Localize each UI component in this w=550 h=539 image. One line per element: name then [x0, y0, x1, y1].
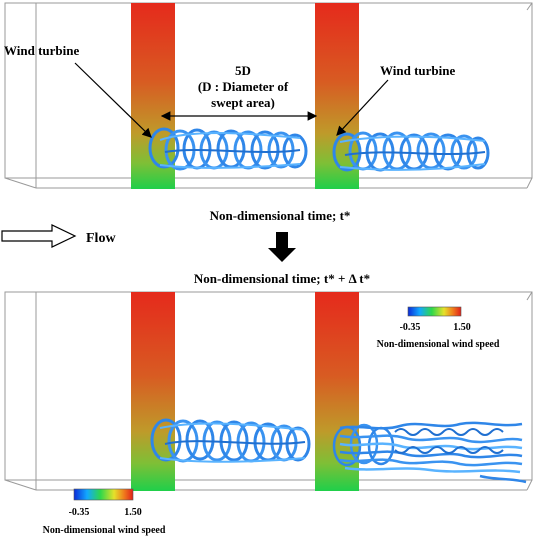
- corner-colorbar-title: Non-dimensional wind speed: [43, 525, 166, 536]
- left-turbine-pointer: [74, 62, 152, 138]
- bottom-left-turbine-plate: [131, 292, 175, 491]
- top-left-vortex-wake: [148, 127, 308, 171]
- inset-colorbar-min-label: -0.35: [400, 322, 421, 333]
- corner-colorbar-min-label: -0.35: [69, 507, 90, 518]
- corner-colorbar-gradient: [73, 488, 134, 501]
- flow-label: Flow: [86, 231, 116, 246]
- inset-colorbar: -0.35 1.50 Non-dimensional wind speed: [377, 306, 500, 350]
- inset-colorbar-title: Non-dimensional wind speed: [377, 339, 500, 350]
- top-domain-box: [4, 2, 533, 189]
- right-turbine-pointer: [336, 79, 389, 136]
- time-step-arrow-icon: [268, 232, 296, 262]
- spacing-label: 5D: [235, 63, 251, 78]
- right-turbine-label: Wind turbine: [380, 63, 455, 78]
- flow-arrow-icon: [1, 224, 77, 248]
- corner-colorbar-max-label: 1.50: [124, 507, 142, 518]
- corner-colorbar: -0.35 1.50 Non-dimensional wind speed: [43, 488, 166, 536]
- bottom-time-caption: Non-dimensional time; t* + Δ t*: [194, 271, 370, 286]
- top-time-caption: Non-dimensional time; t*: [210, 208, 351, 223]
- spacing-note-line1: (D : Diameter of: [198, 79, 289, 94]
- bottom-left-vortex-wake: [150, 418, 311, 463]
- top-right-vortex-wake: [332, 131, 490, 172]
- bottom-right-vortex-wake: [332, 421, 527, 484]
- spacing-note-line2: swept area): [211, 95, 275, 110]
- inset-colorbar-gradient: [407, 306, 462, 317]
- left-turbine-label: Wind turbine: [4, 43, 79, 58]
- inset-colorbar-max-label: 1.50: [453, 322, 471, 333]
